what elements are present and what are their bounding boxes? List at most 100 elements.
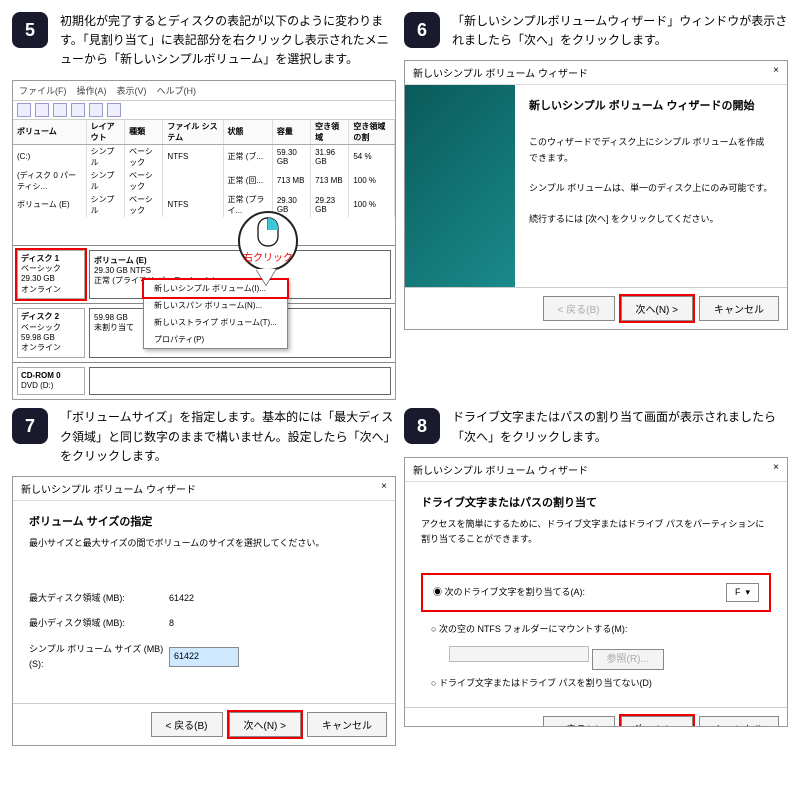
cd-sub: DVD (D:) (21, 381, 53, 390)
cancel-button[interactable]: キャンセル (307, 712, 387, 737)
col-pct[interactable]: 空き領域の割 (349, 120, 395, 145)
ctx-new-span[interactable]: 新しいスパン ボリューム(N)... (144, 297, 287, 314)
table-cell: 100 % (349, 193, 395, 217)
menubar[interactable]: ファイル(F) 操作(A) 表示(V) ヘルプ(H) (13, 81, 395, 101)
menu-file[interactable]: ファイル(F) (19, 84, 67, 97)
wizard-start-screenshot: 新しいシンプル ボリューム ウィザード × 新しいシンプル ボリューム ウィザー… (404, 60, 788, 330)
disk2-title: ディスク 2 (21, 312, 59, 321)
step-number: 5 (12, 12, 48, 48)
table-row[interactable]: (C:)シンプルベーシックNTFS正常 (ブ...59.30 GB31.96 G… (13, 144, 395, 169)
max-value: 61422 (169, 591, 194, 606)
wizard-start-heading: 新しいシンプル ボリューム ウィザードの開始 (529, 97, 773, 116)
disk2-label[interactable]: ディスク 2 ベーシック 59.98 GB オンライン (17, 308, 85, 358)
table-cell: 31.96 GB (311, 144, 349, 169)
context-menu[interactable]: 新しいシンプル ボリューム(I)... 新しいスパン ボリューム(N)... 新… (143, 279, 288, 349)
table-cell: 100 % (349, 169, 395, 193)
table-cell: シンプル (86, 144, 124, 169)
mouse-icon (255, 217, 281, 247)
col-type[interactable]: 種類 (125, 120, 163, 145)
volsize-label: シンプル ボリューム サイズ (MB)(S): (29, 642, 169, 673)
menu-view[interactable]: 表示(V) (117, 84, 147, 97)
table-cell: (ディスク 0 パーティシ... (13, 169, 86, 193)
wizard-dialog: 新しいシンプル ボリューム ウィザード × ドライブ文字またはパスの割り当て ア… (405, 458, 787, 726)
drive-subtext: アクセスを簡単にするために、ドライブ文字またはドライブ パスをパーティションに割… (421, 517, 771, 548)
dialog-title: 新しいシンプル ボリューム ウィザード (413, 65, 588, 80)
step-number: 8 (404, 408, 440, 444)
col-volume[interactable]: ボリューム (13, 120, 86, 145)
max-label: 最大ディスク領域 (MB): (29, 591, 169, 606)
step-number: 7 (12, 408, 48, 444)
close-icon[interactable]: × (773, 65, 779, 80)
close-icon[interactable]: × (773, 462, 779, 477)
next-button[interactable]: 次へ(N) > (621, 296, 694, 321)
table-cell: NTFS (163, 193, 223, 217)
table-cell: 59.30 GB (272, 144, 310, 169)
disk1-title: ディスク 1 (21, 254, 59, 263)
table-cell: ボリューム (E) (13, 193, 86, 217)
menu-action[interactable]: 操作(A) (77, 84, 107, 97)
next-button[interactable]: 次へ(N) > (621, 716, 694, 727)
next-button[interactable]: 次へ(N) > (229, 712, 302, 737)
drive-letter-value: F (735, 587, 741, 597)
ctx-properties[interactable]: プロパティ(P) (144, 331, 287, 348)
min-label: 最小ディスク領域 (MB): (29, 616, 169, 631)
disk2-state: オンライン (21, 343, 61, 352)
table-cell: ベーシック (125, 144, 163, 169)
table-cell: (C:) (13, 144, 86, 169)
table-cell (163, 169, 223, 193)
table-cell: 54 % (349, 144, 395, 169)
table-cell: 29.23 GB (311, 193, 349, 217)
step-description: 「新しいシンプルボリュームウィザード」ウィンドウが表示されましたら「次へ」をクリ… (452, 12, 788, 50)
disk2-size: 59.98 GB (21, 333, 55, 342)
cancel-button[interactable]: キャンセル (699, 296, 779, 321)
col-fs[interactable]: ファイル システム (163, 120, 223, 145)
back-button[interactable]: < 戻る(B) (543, 716, 615, 727)
dialog-title: 新しいシンプル ボリューム ウィザード (413, 462, 588, 477)
mount-option[interactable]: ○ 次の空の NTFS フォルダーにマウントする(M): (421, 618, 771, 641)
disk1-label[interactable]: ディスク 1 ベーシック 29.30 GB オンライン (17, 250, 85, 300)
noassign-option[interactable]: ○ ドライブ文字またはドライブ パスを割り当てない(D) (421, 672, 771, 695)
cdrom-partition (89, 367, 391, 396)
disk-management-screenshot: ファイル(F) 操作(A) 表示(V) ヘルプ(H) ボリューム レイアウト 種… (12, 80, 396, 401)
step-description: 「ボリュームサイズ」を指定します。基本的には「最大ディスク領域」と同じ数字のまま… (60, 408, 396, 466)
wizard-dialog: 新しいシンプル ボリューム ウィザード × 新しいシンプル ボリューム ウィザー… (405, 61, 787, 329)
wizard-start-p1: このウィザードでディスク上にシンプル ボリュームを作成できます。 (529, 135, 773, 166)
assign-letter-label: 次のドライブ文字を割り当てる(A): (445, 587, 586, 597)
step-5: 5 初期化が完了するとディスクの表記が以下のように変わります。「見割り当て」に表… (12, 12, 396, 400)
menu-help[interactable]: ヘルプ(H) (157, 84, 197, 97)
col-layout[interactable]: レイアウト (86, 120, 124, 145)
size-heading: ボリューム サイズの指定 (29, 513, 379, 532)
table-cell: ベーシック (125, 193, 163, 217)
wizard-dialog: 新しいシンプル ボリューム ウィザード × ボリューム サイズの指定 最小サイズ… (13, 477, 395, 745)
step-number: 6 (404, 12, 440, 48)
step-description: 初期化が完了するとディスクの表記が以下のように変わります。「見割り当て」に表記部… (60, 12, 396, 70)
assign-letter-option[interactable]: ◉ 次のドライブ文字を割り当てる(A): F ▾ (421, 573, 771, 612)
radio-icon[interactable]: ◉ (433, 587, 445, 597)
step-8: 8 ドライブ文字またはパスの割り当て画面が表示されましたら「次へ」をクリックしま… (404, 408, 788, 746)
back-button[interactable]: < 戻る(B) (543, 296, 615, 321)
mount-path-input[interactable] (449, 646, 589, 662)
browse-button[interactable]: 参照(R)... (592, 649, 664, 670)
col-state[interactable]: 状態 (223, 120, 272, 145)
wizard-size-screenshot: 新しいシンプル ボリューム ウィザード × ボリューム サイズの指定 最小サイズ… (12, 476, 396, 746)
step-6: 6 「新しいシンプルボリュームウィザード」ウィンドウが表示されましたら「次へ」を… (404, 12, 788, 400)
volsize-input[interactable]: 61422 (169, 647, 239, 666)
close-icon[interactable]: × (381, 481, 387, 496)
toolbar[interactable] (13, 101, 395, 120)
table-row[interactable]: ボリューム (E)シンプルベーシックNTFS正常 (プライ...29.30 GB… (13, 193, 395, 217)
table-row[interactable]: (ディスク 0 パーティシ...シンプルベーシック正常 (回...713 MB7… (13, 169, 395, 193)
col-free[interactable]: 空き領域 (311, 120, 349, 145)
table-cell: シンプル (86, 169, 124, 193)
cd-title: CD-ROM 0 (21, 371, 61, 380)
right-click-label: 右クリック (243, 249, 293, 264)
step-7: 7 「ボリュームサイズ」を指定します。基本的には「最大ディスク領域」と同じ数字の… (12, 408, 396, 746)
table-cell: ベーシック (125, 169, 163, 193)
cancel-button[interactable]: キャンセル (699, 716, 779, 727)
table-cell: 713 MB (272, 169, 310, 193)
back-button[interactable]: < 戻る(B) (151, 712, 223, 737)
cdrom-label[interactable]: CD-ROM 0 DVD (D:) (17, 367, 85, 396)
ctx-new-stripe[interactable]: 新しいストライプ ボリューム(T)... (144, 314, 287, 331)
wizard-drive-screenshot: 新しいシンプル ボリューム ウィザード × ドライブ文字またはパスの割り当て ア… (404, 457, 788, 727)
col-cap[interactable]: 容量 (272, 120, 310, 145)
drive-letter-select[interactable]: F ▾ (726, 583, 759, 602)
